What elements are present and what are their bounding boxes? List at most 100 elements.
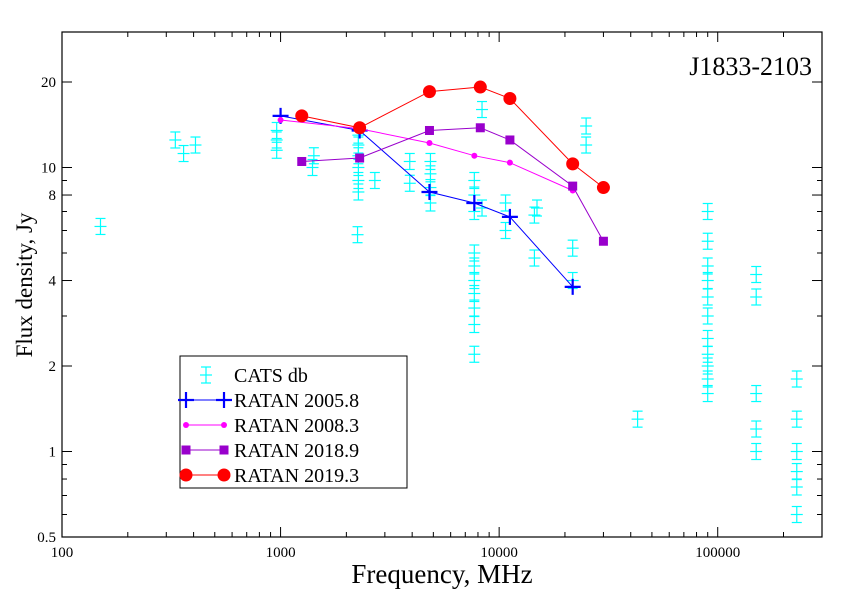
- x-tick-label: 1000: [266, 545, 296, 561]
- data-point: [528, 206, 541, 224]
- data-point: [471, 152, 478, 159]
- data-point: [424, 152, 437, 171]
- data-point: [530, 199, 543, 217]
- y-tick-label: 2: [49, 359, 57, 375]
- legend-marker: [219, 445, 229, 455]
- data-point: [790, 442, 803, 461]
- marker-circle: [596, 181, 610, 195]
- data-point: [596, 181, 610, 195]
- legend-item: RATAN 2005.8: [178, 390, 359, 412]
- legend-items: CATS db RATAN 2005.8 RATAN 2008.3 RATAN 201…: [178, 365, 359, 487]
- y-tick-label: 1: [49, 445, 57, 461]
- series-0: [94, 100, 803, 524]
- marker-dot: [506, 159, 513, 166]
- data-point: [473, 80, 487, 94]
- marker-dot: [221, 422, 227, 428]
- data-point: [701, 329, 714, 348]
- series-4: [295, 80, 610, 195]
- data-point: [297, 156, 307, 166]
- data-point: [750, 420, 763, 438]
- y-axis-label: Flux density, Jy: [12, 212, 37, 357]
- data-point: [468, 345, 481, 363]
- marker-square: [181, 445, 191, 455]
- data-point: [580, 117, 593, 135]
- data-point: [566, 157, 580, 171]
- data-point: [564, 278, 581, 295]
- marker-circle: [353, 121, 367, 135]
- data-point: [750, 442, 763, 461]
- legend-item: RATAN 2018.9: [181, 440, 359, 462]
- data-point: [790, 410, 803, 428]
- marker-square: [505, 135, 515, 145]
- marker-dot: [471, 152, 478, 159]
- series-line: [301, 86, 604, 188]
- data-point: [466, 194, 483, 211]
- data-point: [351, 226, 364, 244]
- data-point: [506, 159, 513, 166]
- marker-dot: [426, 139, 433, 146]
- data-point: [701, 232, 714, 250]
- data-point: [468, 315, 481, 334]
- data-point: [426, 139, 433, 146]
- data-point: [403, 152, 416, 171]
- data-point: [701, 384, 714, 403]
- marker-circle: [217, 468, 231, 482]
- series-1: [272, 107, 581, 295]
- legend: CATS db RATAN 2005.8 RATAN 2008.3 RATAN 201…: [178, 355, 408, 489]
- marker-dot: [277, 116, 284, 123]
- data-point: [189, 136, 202, 154]
- data-point: [499, 194, 512, 212]
- data-point: [503, 91, 517, 105]
- data-point: [270, 121, 283, 140]
- data-point: [598, 236, 608, 246]
- data-point: [750, 384, 763, 403]
- data-point: [94, 217, 107, 236]
- legend-marker: [221, 422, 227, 428]
- x-axis-label: Frequency, MHz: [351, 559, 532, 589]
- legend-marker: [178, 392, 194, 408]
- data-point: [790, 478, 803, 496]
- data-point: [701, 271, 714, 290]
- y-tick-label: 20: [41, 75, 56, 91]
- marker-circle: [473, 80, 487, 94]
- series-3: [297, 123, 608, 246]
- marker-square: [355, 153, 365, 163]
- data-point: [501, 208, 518, 225]
- data-point: [476, 100, 489, 119]
- data-point: [568, 181, 578, 191]
- legend-label: RATAN 2005.8: [234, 390, 359, 412]
- data-point: [475, 123, 485, 133]
- data-point: [295, 109, 309, 123]
- data-point: [468, 171, 481, 190]
- data-point: [499, 221, 512, 240]
- y-tick-label: 8: [49, 188, 57, 204]
- data-layer: [94, 80, 803, 524]
- data-point: [422, 85, 436, 99]
- data-point: [566, 239, 579, 257]
- x-tick-label: 100000: [695, 545, 740, 561]
- legend-marker: [181, 445, 191, 455]
- marker-circle: [422, 85, 436, 99]
- data-point: [701, 307, 714, 325]
- series-line: [280, 115, 574, 288]
- marker-circle: [566, 157, 580, 171]
- data-point: [701, 288, 714, 306]
- legend-label: CATS db: [234, 365, 308, 387]
- legend-label: RATAN 2018.9: [234, 440, 359, 462]
- legend-label: RATAN 2008.3: [234, 415, 359, 437]
- data-point: [353, 121, 367, 135]
- data-point: [631, 410, 644, 428]
- marker-square: [219, 445, 229, 455]
- legend-marker: [179, 468, 193, 482]
- marker-circle: [179, 468, 193, 482]
- data-point: [277, 116, 284, 123]
- data-point: [750, 265, 763, 284]
- legend-marker: [183, 422, 189, 428]
- legend-label: RATAN 2019.3: [234, 465, 359, 487]
- marker-square: [568, 181, 578, 191]
- data-point: [421, 183, 438, 200]
- data-point: [505, 135, 515, 145]
- y-tick-label: 4: [49, 274, 57, 290]
- marker-circle: [295, 109, 309, 123]
- annotation-label: J1833-2103: [689, 52, 812, 81]
